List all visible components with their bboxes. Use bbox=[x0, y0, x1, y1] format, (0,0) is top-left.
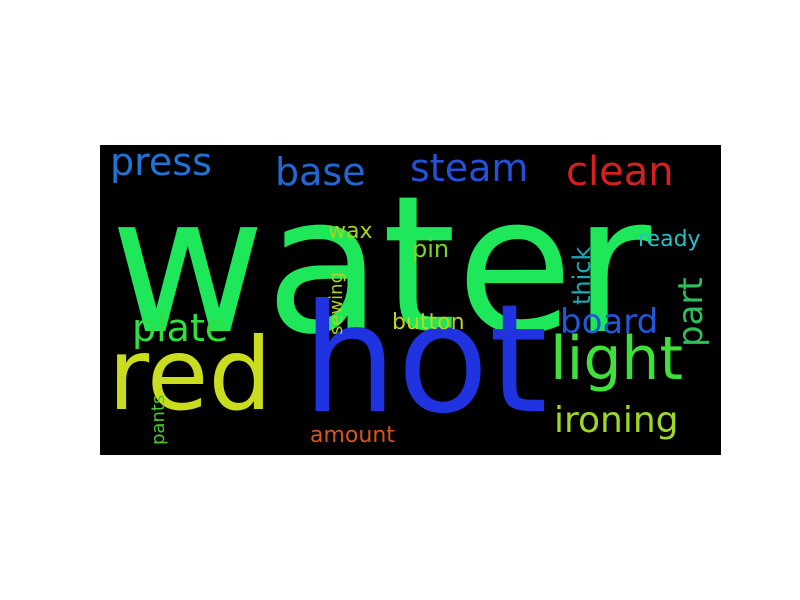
word-button: button bbox=[392, 310, 465, 335]
word-plate: plate bbox=[132, 306, 229, 350]
word-press: press bbox=[110, 145, 212, 184]
word-water: water bbox=[110, 155, 652, 376]
word-ready: ready bbox=[638, 227, 701, 252]
word-wax: wax bbox=[328, 219, 373, 244]
word-pants: pants bbox=[148, 394, 169, 445]
word-pin: pin bbox=[412, 235, 450, 263]
word-clean: clean bbox=[566, 149, 674, 195]
word-amount: amount bbox=[310, 423, 395, 448]
word-steam: steam bbox=[410, 146, 529, 190]
word-part: part bbox=[671, 277, 711, 347]
word-thick: thick bbox=[568, 246, 596, 305]
word-base: base bbox=[275, 150, 366, 194]
word-board: board bbox=[560, 302, 659, 342]
word-hot: hot bbox=[302, 273, 548, 447]
word-cloud-panel: water hot red light press base steam cle… bbox=[100, 145, 721, 455]
word-red: red bbox=[108, 316, 272, 433]
word-ironing: ironing bbox=[554, 400, 679, 441]
word-light: light bbox=[550, 324, 683, 394]
word-sewing: sewing bbox=[326, 271, 347, 335]
